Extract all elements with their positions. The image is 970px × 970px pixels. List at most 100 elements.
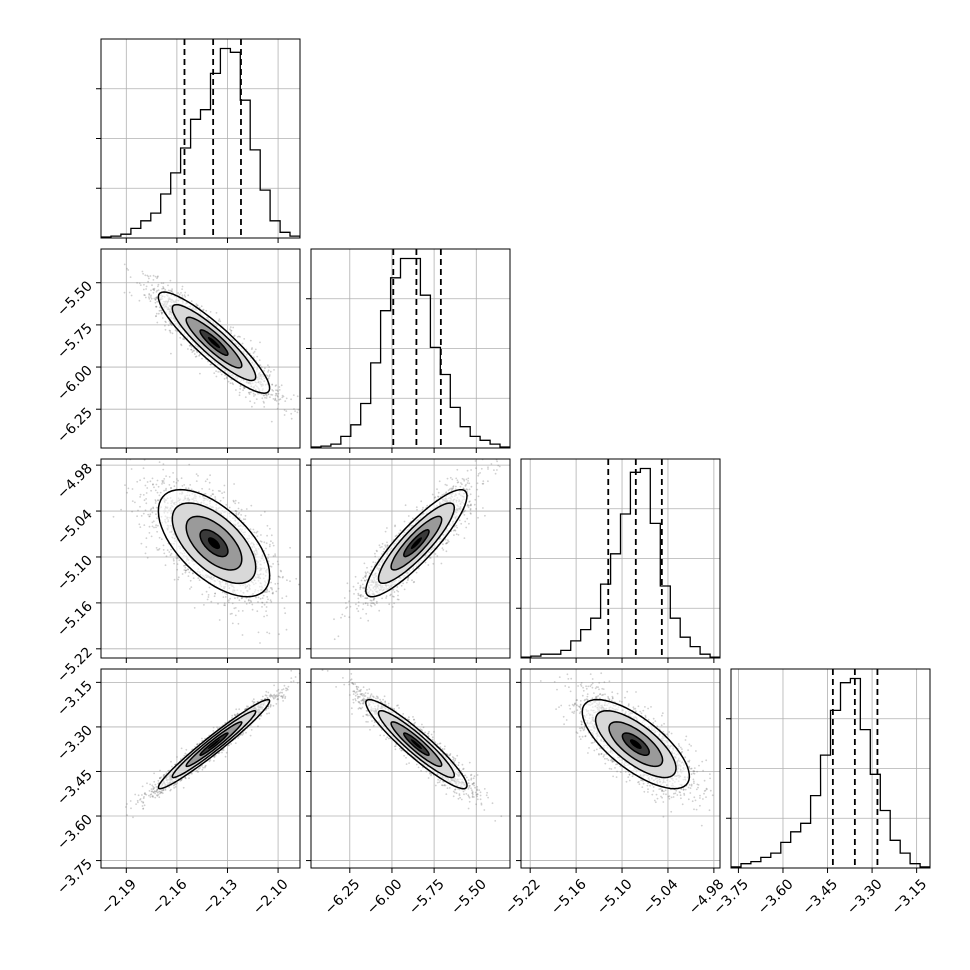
scatter-point <box>223 484 226 487</box>
scatter-point <box>234 502 237 505</box>
scatter-point <box>269 565 271 568</box>
scatter-point <box>231 612 233 615</box>
scatter-point <box>156 491 159 494</box>
scatter-point <box>271 592 274 595</box>
scatter-point <box>184 569 187 572</box>
scatter-point <box>275 389 277 392</box>
scatter-point <box>124 484 126 486</box>
scatter-point <box>233 334 236 337</box>
scatter-point <box>152 483 154 486</box>
scatter-point <box>193 353 196 355</box>
scatter-point <box>180 344 183 347</box>
scatter-point <box>230 330 232 332</box>
scatter-point <box>173 578 176 581</box>
panel-content <box>101 39 300 238</box>
scatter-point <box>258 359 261 361</box>
scatter-point <box>161 288 164 290</box>
scatter-point <box>255 398 258 400</box>
scatter-point <box>262 594 265 597</box>
scatter-point <box>210 363 212 366</box>
scatter-point <box>127 487 130 490</box>
scatter-point <box>229 328 232 331</box>
scatter-point <box>142 272 145 275</box>
scatter-point <box>203 604 205 606</box>
scatter-point <box>227 380 230 383</box>
scatter-point <box>150 489 153 492</box>
scatter-point <box>282 395 285 398</box>
scatter-point <box>157 524 159 527</box>
scatter-point <box>139 479 142 482</box>
scatter-point <box>271 383 274 386</box>
scatter-point <box>264 396 266 399</box>
scatter-point <box>249 339 252 342</box>
scatter-point <box>252 528 255 531</box>
scatter-point <box>190 348 193 351</box>
scatter-point <box>227 599 230 602</box>
scatter-point <box>188 463 191 466</box>
scatter-point <box>250 504 253 507</box>
scatter-point <box>232 326 235 329</box>
scatter-point <box>149 509 152 511</box>
scatter-point <box>142 288 145 291</box>
scatter-point <box>157 312 160 315</box>
scatter-point <box>189 484 192 486</box>
scatter-point <box>176 563 179 565</box>
scatter-point <box>277 587 280 590</box>
scatter-point <box>231 622 234 625</box>
scatter-point <box>196 351 199 354</box>
scatter-point <box>237 513 240 516</box>
scatter-point <box>252 352 255 354</box>
scatter-point <box>280 570 282 573</box>
scatter-point <box>184 571 187 574</box>
scatter-point <box>199 353 201 356</box>
scatter-point <box>272 398 275 400</box>
scatter-point <box>294 410 296 412</box>
scatter-point <box>156 276 159 278</box>
scatter-point <box>277 395 279 398</box>
scatter-point <box>293 408 295 410</box>
scatter-point <box>271 588 273 591</box>
scatter-point <box>140 542 143 545</box>
scatter-point <box>146 556 149 559</box>
scatter-point <box>278 633 280 636</box>
scatter-point <box>177 578 180 581</box>
scatter-point <box>141 270 144 273</box>
scatter-point <box>267 393 270 396</box>
panel-content <box>101 459 300 658</box>
scatter-point <box>214 496 217 498</box>
scatter-point <box>184 291 187 294</box>
scatter-point <box>279 569 282 572</box>
scatter-point <box>229 597 232 600</box>
scatter-point <box>232 383 235 386</box>
scatter-point <box>176 568 179 571</box>
scatter-point <box>152 288 155 291</box>
scatter-point <box>219 371 222 373</box>
scatter-point <box>296 395 299 398</box>
scatter-point <box>190 348 193 351</box>
scatter-point <box>275 384 277 387</box>
scatter-point <box>157 285 159 288</box>
scatter-point <box>159 309 162 312</box>
scatter-point <box>167 289 170 292</box>
scatter-point <box>244 518 247 521</box>
scatter-point <box>284 612 287 615</box>
scatter-point <box>187 575 190 577</box>
scatter-point <box>268 375 271 378</box>
scatter-point <box>251 347 254 349</box>
scatter-point <box>267 371 269 373</box>
scatter-point <box>155 315 157 318</box>
scatter-point <box>214 592 217 595</box>
scatter-point <box>274 554 277 557</box>
scatter-point <box>154 298 157 301</box>
scatter-point <box>208 488 211 490</box>
scatter-point <box>275 393 278 395</box>
scatter-point <box>201 357 203 360</box>
scatter-point <box>272 544 275 547</box>
scatter-point <box>251 405 253 408</box>
scatter-point <box>243 338 246 340</box>
scatter-point <box>162 544 165 547</box>
scatter-point <box>142 467 145 470</box>
scatter-point <box>242 386 245 388</box>
scatter-point <box>130 468 133 470</box>
